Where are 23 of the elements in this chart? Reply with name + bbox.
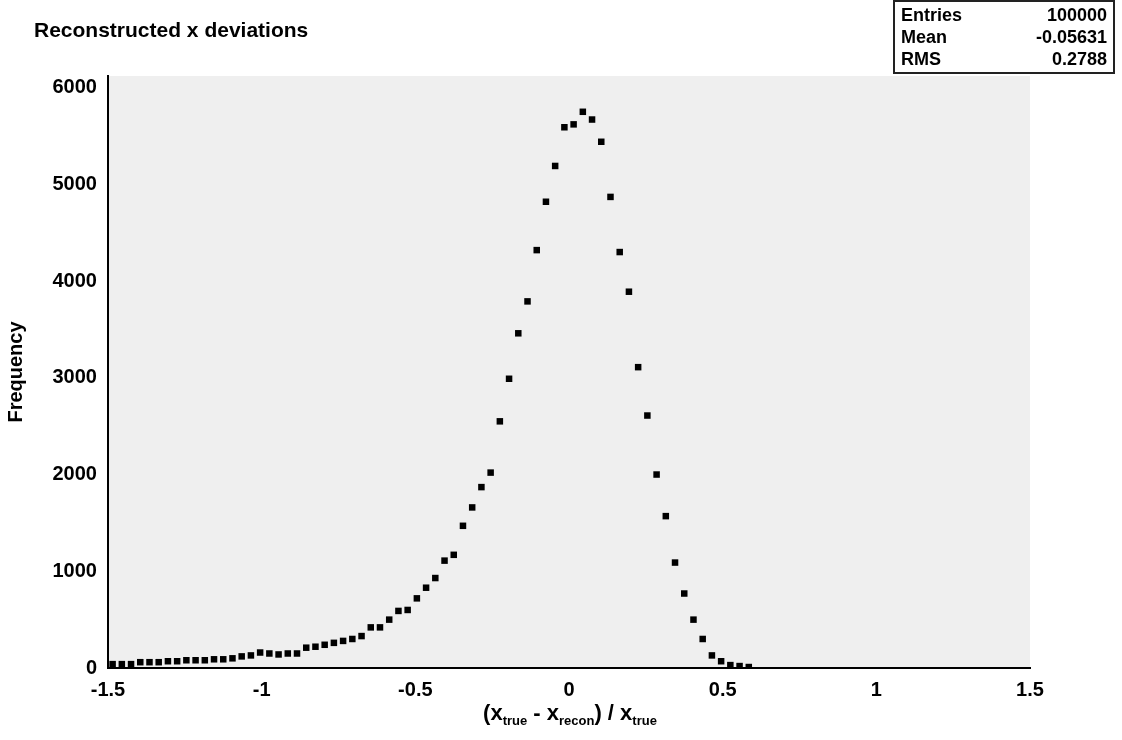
text: 0.2788 — [1050, 48, 1107, 70]
text: -0.05631 — [1034, 26, 1107, 48]
x-tick-label: 1 — [870, 677, 882, 700]
text: RMS — [901, 48, 942, 70]
x-tick-label: -1.5 — [90, 677, 126, 700]
x-axis-title: (x$_{true}$ - x$_{recon}$) / x$_{true}$ — [482, 700, 658, 729]
x-tick-label: -1 — [252, 677, 271, 700]
x-tick-label: 0 — [563, 677, 575, 700]
x-tick-label: 1.5 — [1016, 677, 1044, 700]
y-tick-label: 4000 — [52, 268, 97, 291]
y-axis-title: Frequency — [3, 320, 26, 423]
text: Entries — [901, 4, 964, 26]
y-tick-label: 5000 — [52, 171, 97, 194]
y-tick-label: 1000 — [52, 558, 97, 581]
y-tick-label: 0 — [85, 655, 97, 678]
x-tick-label: 0.5 — [708, 677, 737, 700]
y-tick-label: 2000 — [52, 462, 97, 485]
text: Mean — [901, 26, 948, 48]
chart-title: Reconstructed x deviations — [34, 18, 309, 42]
x-tick-label: -0.5 — [398, 677, 433, 700]
y-tick-label: 6000 — [52, 75, 97, 98]
text: 100000 — [1045, 4, 1107, 26]
y-tick-label: 3000 — [52, 365, 97, 388]
